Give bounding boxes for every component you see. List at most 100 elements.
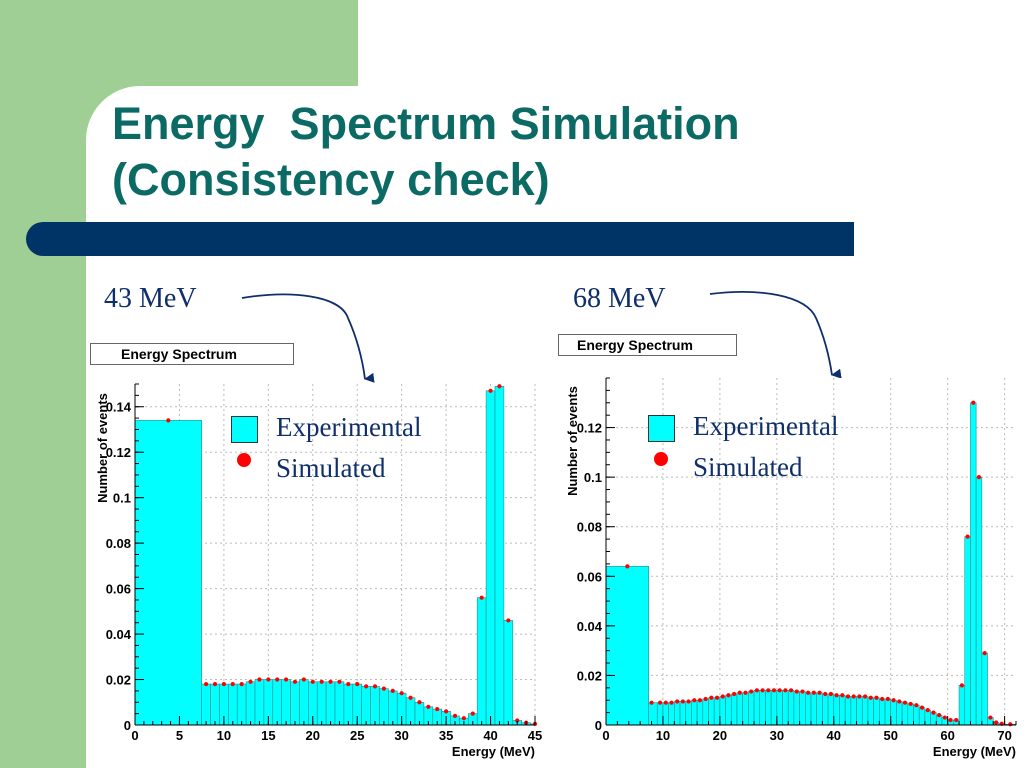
simulated-point [364, 684, 369, 689]
simulated-point [714, 695, 720, 700]
simulated-point [766, 688, 771, 693]
histogram-bin [730, 693, 738, 726]
simulated-point [506, 618, 511, 623]
histogram-bin [805, 692, 812, 726]
simulated-point [840, 693, 845, 698]
histogram-bin [254, 679, 265, 726]
simulated-point [257, 677, 262, 682]
simulated-point [823, 691, 828, 697]
histogram-bin [901, 702, 909, 726]
simulated-point [301, 677, 306, 682]
histogram-bin [201, 683, 211, 726]
histogram-bin [787, 689, 795, 726]
histogram-bin [272, 679, 282, 726]
simulated-point [703, 696, 708, 702]
histogram-bin [861, 696, 869, 726]
x-tick-label: 40 [483, 728, 497, 743]
y-tick-label: 0.04 [577, 619, 603, 634]
histogram-bin [674, 701, 681, 726]
simulated-point [806, 690, 811, 695]
simulated-point [686, 699, 691, 704]
histogram-bin [343, 683, 354, 726]
simulated-point [337, 679, 342, 684]
simulated-point [760, 688, 765, 693]
simulated-point [942, 715, 947, 720]
histogram-bin [334, 681, 345, 726]
simulated-point [874, 695, 879, 700]
simulated-point [657, 700, 663, 705]
x-tick-label: 45 [528, 728, 542, 743]
histogram-bin [765, 689, 772, 726]
y-tick-label: 0.1 [113, 491, 131, 506]
histogram-bin [913, 704, 920, 726]
chart-68mev: Energy Spectrum 0 10 20 30 40 50 60 70 0 0.02 0.04… [557, 333, 1024, 768]
histogram-bin [299, 679, 309, 726]
simulated-point [319, 679, 324, 684]
simulated-point [275, 677, 280, 682]
chart-title-box: Energy Spectrum [558, 334, 737, 356]
x-tick-label: 30 [770, 728, 784, 743]
simulated-point [925, 708, 930, 713]
histogram-bin [281, 679, 291, 726]
y-tick-label: 0.08 [577, 520, 602, 535]
simulated-point [948, 717, 953, 723]
legend-label-simulated: Simulated [276, 453, 386, 483]
simulated-point [381, 686, 386, 691]
simulated-point [408, 695, 413, 700]
simulated-point [732, 691, 737, 697]
simulated-point [1008, 722, 1013, 727]
histogram-bin [816, 692, 823, 726]
histogram-bin [134, 420, 202, 726]
simulated-point [266, 677, 271, 682]
simulated-point [914, 703, 919, 708]
simulated-point [777, 688, 782, 693]
histogram-bin [245, 681, 256, 726]
histogram-bin [290, 681, 300, 726]
histogram-bin [605, 566, 650, 726]
histogram-bin [648, 702, 658, 726]
y-tick-label: 0.04 [106, 627, 132, 642]
legend-swatch-experimental [231, 416, 258, 443]
simulated-point [880, 696, 885, 702]
simulated-point [885, 696, 890, 702]
simulated-point [355, 681, 360, 687]
simulated-point [663, 700, 668, 705]
histogram-bin [833, 694, 840, 726]
histogram-bin [924, 709, 931, 726]
simulated-point [625, 564, 630, 569]
simulated-point [959, 683, 965, 688]
y-tick-label: 0.08 [106, 536, 131, 551]
y-axis-title: Number of events [565, 386, 580, 496]
simulated-point [993, 720, 999, 725]
histogram-bin [759, 689, 766, 726]
histogram-bin [325, 681, 336, 726]
histogram-bin [964, 536, 971, 726]
simulated-point [834, 693, 839, 698]
histogram-68mev: 0 10 20 30 40 50 60 70 0 0.02 0.04 0.06 0.08 0.1 0.12 E… [565, 377, 1017, 759]
histogram-bin [388, 690, 398, 726]
simulated-point [435, 706, 440, 712]
simulated-point [649, 700, 654, 705]
histogram-bin [981, 652, 988, 726]
slide-title-line1: Energy Spectrum Simulation [112, 98, 740, 149]
simulated-point [479, 595, 484, 600]
x-tick-label: 70 [997, 728, 1011, 743]
simulated-point [417, 700, 422, 705]
simulated-point [965, 534, 970, 539]
histogram-bin [856, 696, 863, 726]
x-axis-title: Energy (MeV) [452, 744, 535, 759]
simulated-point [470, 711, 475, 716]
simulated-point [346, 681, 351, 687]
y-tick-label: 0.02 [577, 668, 602, 683]
histogram-bin [713, 697, 721, 726]
simulated-point [248, 679, 253, 684]
simulated-point [692, 698, 697, 703]
x-tick-label: 5 [176, 728, 183, 743]
histogram-bin [827, 693, 835, 726]
histogram-bin [210, 683, 220, 726]
simulated-point [897, 699, 902, 704]
simulated-point [204, 681, 209, 687]
simulated-point [292, 679, 298, 684]
histogram-bin [890, 699, 897, 726]
simulated-point [212, 681, 218, 687]
